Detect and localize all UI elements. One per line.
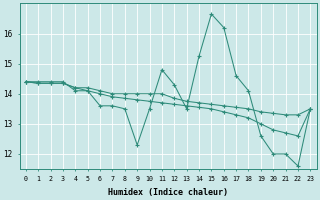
X-axis label: Humidex (Indice chaleur): Humidex (Indice chaleur) (108, 188, 228, 197)
